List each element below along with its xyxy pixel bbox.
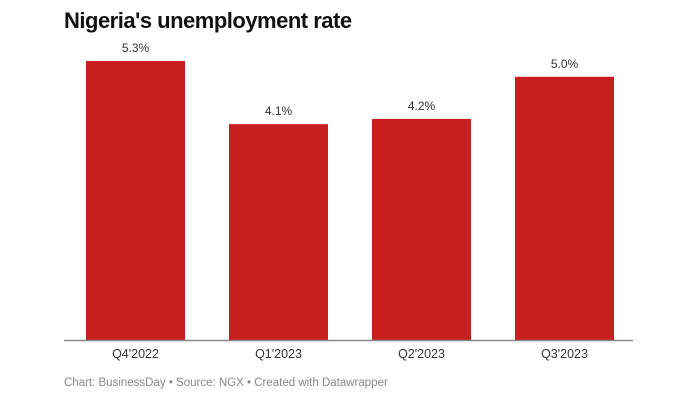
data-label: 4.1% — [265, 104, 293, 118]
bar — [515, 76, 614, 340]
x-tick-label: Q3'2023 — [541, 347, 588, 361]
x-tick-label: Q2'2023 — [398, 347, 445, 361]
bar — [372, 118, 471, 340]
bar — [86, 61, 185, 340]
chart-title: Nigeria's unemployment rate — [64, 8, 352, 33]
data-label: 5.3% — [122, 41, 150, 55]
x-tick-label: Q1'2023 — [255, 347, 302, 361]
data-label: 4.2% — [408, 99, 436, 113]
data-label: 5.0% — [551, 57, 579, 71]
chart-footer: Chart: BusinessDay • Source: NGX • Creat… — [64, 377, 388, 389]
x-tick-label: Q4'2022 — [112, 347, 159, 361]
bar — [229, 124, 328, 340]
